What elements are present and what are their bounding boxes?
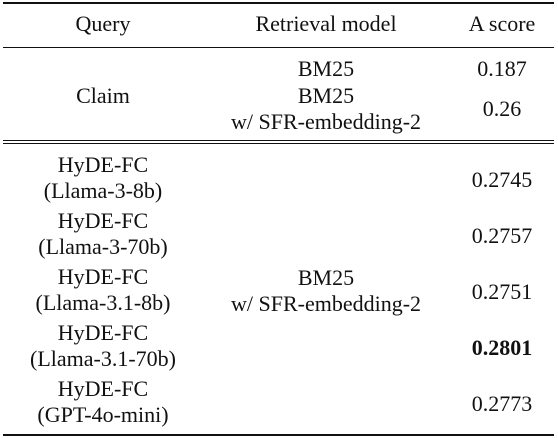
model-line-2: w/ SFR-embedding-2	[230, 291, 422, 316]
model-line-1: BM25	[297, 83, 355, 108]
hyde-score-cell: 0.2773	[471, 391, 533, 416]
section-rule-1	[3, 140, 554, 141]
query-line-1: HyDE-FC	[57, 208, 149, 233]
header-rule	[3, 47, 554, 48]
top-rule	[3, 2, 554, 4]
query-line-2: (Llama-3.1-70b)	[30, 346, 176, 371]
hyde-score-cell: 0.2751	[471, 279, 533, 304]
hyde-score-cell: 0.2745	[471, 167, 533, 192]
hyde-query-cell: HyDE-FC (Llama-3-70b)	[0, 208, 206, 260]
bm25-score-cell: 0.187	[477, 56, 527, 81]
query-line-2: (Llama-3-70b)	[38, 234, 168, 259]
hyde-query-cell: HyDE-FC (GPT-4o-mini)	[0, 376, 206, 428]
section-rule-2	[3, 143, 554, 144]
claim-query-cell: Claim	[76, 83, 130, 108]
bm25-sfr-score-cell: 0.26	[482, 96, 522, 121]
header-query: Query	[75, 11, 131, 36]
query-line-2: (Llama-3-8b)	[43, 178, 163, 203]
bm25-model-cell: BM25	[297, 56, 355, 81]
model-line-1: BM25	[297, 265, 355, 290]
hyde-query-cell: HyDE-FC (Llama-3-8b)	[0, 152, 206, 204]
hyde-query-cell: HyDE-FC (Llama-3.1-70b)	[0, 320, 206, 372]
hyde-score-cell-best: 0.2801	[471, 335, 533, 360]
hyde-score-cell: 0.2757	[471, 223, 533, 248]
header-retrieval-model: Retrieval model	[255, 11, 397, 36]
model-line-2: w/ SFR-embedding-2	[230, 109, 422, 134]
query-line-1: HyDE-FC	[57, 376, 149, 401]
hyde-model-cell: BM25 w/ SFR-embedding-2	[206, 265, 446, 317]
bm25-sfr-model-cell: BM25 w/ SFR-embedding-2	[206, 83, 446, 135]
query-line-1: HyDE-FC	[57, 320, 149, 345]
hyde-query-cell: HyDE-FC (Llama-3.1-8b)	[0, 264, 206, 316]
bottom-rule	[3, 434, 554, 436]
header-a-score: A score	[468, 11, 536, 36]
query-line-2: (GPT-4o-mini)	[37, 402, 169, 427]
query-line-1: HyDE-FC	[57, 264, 149, 289]
query-line-2: (Llama-3.1-8b)	[35, 290, 171, 315]
query-line-1: HyDE-FC	[57, 152, 149, 177]
